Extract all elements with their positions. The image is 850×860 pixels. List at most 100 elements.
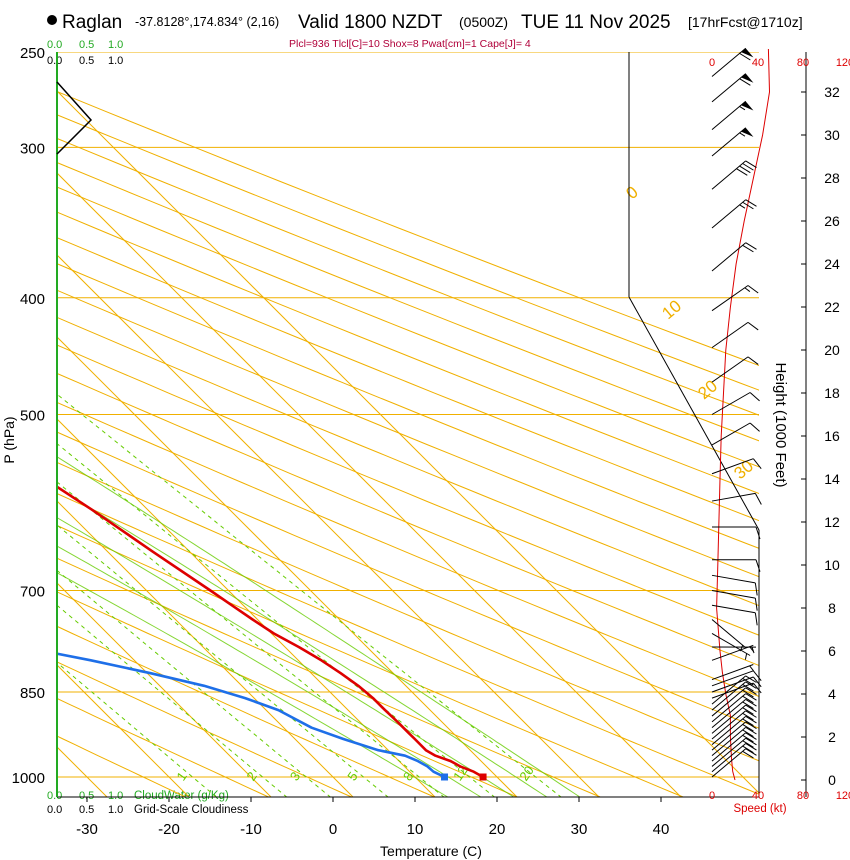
wind-barb-flag: [745, 743, 757, 751]
temperature-profile-line: [57, 485, 484, 779]
wind-barb-staff: [711, 127, 747, 157]
wind-barb: [711, 589, 758, 611]
height-tick-label: 28: [824, 170, 840, 186]
dry-adiabat-line: [57, 114, 759, 391]
cloudwater-tick-bottom: 0.0: [47, 790, 62, 802]
wind-barb: [711, 704, 757, 734]
wind-barb-staff: [711, 693, 747, 723]
wind-barb-staff: [711, 422, 751, 446]
wind-barb: [711, 321, 759, 349]
wind-barb: [711, 676, 762, 693]
wind-barb: [711, 732, 757, 762]
wind-barb-flag: [739, 52, 751, 61]
wind-barb-flag: [742, 745, 754, 754]
dry-adiabat-line: [57, 591, 519, 797]
wind-barb-staff: [711, 160, 747, 190]
mixing-ratio-label: 20: [516, 763, 537, 783]
wind-barb-staff: [711, 716, 747, 746]
wind-barb-flag: [754, 598, 758, 611]
wind-barb-flag: [754, 493, 762, 505]
wind-barb: [711, 199, 757, 229]
dry-adiabat-line: [57, 316, 759, 607]
speed-tick-bottom: 40: [752, 790, 764, 802]
wind-barb: [711, 748, 757, 778]
wind-barb-staff: [711, 199, 747, 229]
height-tick-label: 32: [824, 84, 840, 100]
wind-barb-staff: [711, 492, 756, 502]
wind-barb: [711, 422, 760, 446]
wind-barb: [711, 73, 754, 103]
temperature-tick-label: -30: [76, 821, 98, 838]
dry-adiabat-line: [57, 557, 602, 797]
wind-barb-staff: [711, 664, 754, 681]
dry-adiabat-line: [57, 372, 759, 667]
wind-barb-flag: [754, 612, 758, 626]
height-tick-label: 20: [824, 342, 840, 358]
height-tick-label: 24: [824, 256, 840, 272]
isotherm-line: [57, 500, 354, 797]
wind-barb-staff: [711, 574, 756, 584]
wind-barb-flag: [747, 356, 759, 365]
height-axis-title: Height (1000 Feet): [772, 362, 789, 487]
cloudiness-tick-top: 0.5: [79, 55, 94, 67]
dry-adiabat-line: [57, 186, 759, 468]
wind-barb-staff: [711, 321, 749, 349]
wind-barb-flag: [745, 687, 757, 695]
sounding-params: Plcl=936 Tlcl[C]=10 Shox=8 Pwat[cm]=1 Ca…: [289, 38, 531, 50]
dry-adiabat-line: [57, 161, 759, 442]
y-axis-title: P (hPa): [1, 416, 17, 463]
wind-barb-flag: [742, 734, 754, 743]
wind-barb-staff: [711, 242, 747, 272]
cloudiness-tick-bottom: 0.0: [47, 804, 62, 816]
dry-adiabat-label: 0: [622, 182, 641, 203]
wind-barb-flag: [749, 665, 754, 672]
cloudwater-tick-top: 0.0: [47, 39, 62, 51]
speed-axis-label: Speed (kt): [733, 803, 786, 815]
surface-temperature-marker: [479, 773, 487, 781]
wind-barb-flag: [742, 244, 754, 253]
surface-dewpoint-marker: [441, 773, 449, 781]
wind-barb-flag: [749, 392, 760, 402]
wind-barb-flag: [742, 701, 754, 710]
wind-barb-staff: [711, 737, 747, 767]
wind-barb: [711, 687, 757, 717]
wind-barb-flag: [742, 163, 754, 171]
wind-barb-flag: [739, 204, 746, 209]
wind-barb-flag: [742, 201, 754, 210]
temperature-tick-label: 20: [489, 821, 506, 838]
dry-adiabat-line: [57, 91, 759, 367]
wind-barb-flag: [739, 645, 744, 652]
wind-barb-staff: [711, 604, 756, 614]
wind-barb-flag: [742, 729, 754, 737]
dry-adiabat-line: [57, 524, 685, 797]
wind-barb: [711, 743, 757, 773]
wind-barb-flag: [745, 715, 757, 724]
wind-barb: [711, 285, 759, 312]
height-tick-label: 0: [828, 772, 836, 788]
speed-tick-bottom: 120: [836, 790, 850, 802]
wind-barb-flag: [742, 684, 754, 692]
moist-adiabat-line: [57, 517, 515, 797]
mixing-ratio-line: [57, 393, 562, 797]
wind-barb: [711, 574, 758, 596]
wind-barb-staff: [711, 47, 747, 77]
height-tick-label: 22: [824, 299, 840, 315]
cloudwater-tick-bottom: 1.0: [108, 790, 123, 802]
wind-barb-staff: [711, 704, 747, 734]
valid-time: Valid 1800 NZDT: [298, 12, 443, 33]
wind-barb-flag: [752, 670, 762, 681]
wind-barbs: [711, 47, 771, 781]
wind-barb-flag: [745, 681, 757, 689]
cloudiness-legend: Grid-Scale Cloudiness: [134, 804, 249, 816]
wind-barb: [711, 242, 757, 272]
wind-barb-flag: [747, 285, 759, 294]
wind-barb-flag: [751, 646, 755, 654]
wind-barb-staff: [711, 710, 747, 740]
wind-barb-flag: [742, 712, 754, 721]
wind-barb-flag: [739, 165, 751, 174]
height-tick-label: 30: [824, 127, 840, 143]
wind-barb-staff: [711, 100, 747, 131]
isotherm-line: [57, 254, 600, 797]
dry-adiabat-line: [57, 431, 759, 729]
